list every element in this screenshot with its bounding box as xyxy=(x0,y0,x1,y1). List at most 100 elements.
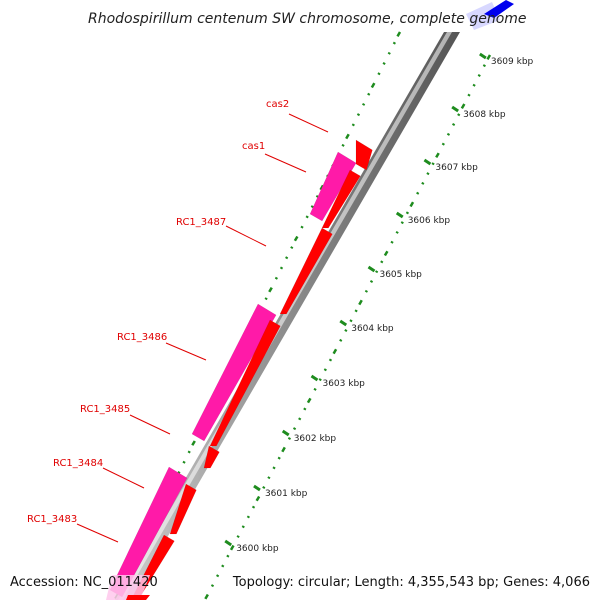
gene-rc1-3486-feature[interactable] xyxy=(191,303,277,442)
gene-label[interactable]: RC1_3486 xyxy=(117,332,167,343)
track-tick xyxy=(452,123,456,127)
track-tick xyxy=(358,299,363,306)
gene-label[interactable]: RC1_3485 xyxy=(80,404,130,415)
track-tick xyxy=(290,246,294,250)
track-tick xyxy=(351,123,355,127)
track-tick xyxy=(409,201,415,208)
scale-tick-label: 3608 kbp xyxy=(463,110,506,120)
track-tick xyxy=(341,143,345,147)
gene-rc1-3487-upper-feature[interactable] xyxy=(321,169,361,229)
track-tick xyxy=(383,250,389,257)
track-tick xyxy=(380,260,384,264)
scale-tick-label: 3601 kbp xyxy=(265,489,308,499)
top-feature-block xyxy=(466,0,514,30)
track-tick xyxy=(221,564,225,568)
gene-label-leader xyxy=(225,225,267,247)
gene-labels: cas2 cas1 RC1_3487 RC1_3486 RC1_3485 RC1_3484… xyxy=(27,99,329,543)
track-tick xyxy=(277,456,281,460)
track-tick xyxy=(472,83,476,87)
track-tick xyxy=(416,191,420,195)
gene-label-leader xyxy=(102,467,145,489)
track-tick xyxy=(300,225,304,229)
track-tick xyxy=(293,235,299,242)
gene-label-leader xyxy=(129,414,171,435)
track-tick xyxy=(262,486,266,489)
track-tick xyxy=(305,215,309,219)
track-tick xyxy=(390,240,394,244)
track-tick xyxy=(460,103,466,110)
track-tick xyxy=(210,584,215,588)
track-tick xyxy=(392,41,396,45)
scale-tick-label: 3600 kbp xyxy=(236,544,279,554)
track-tick xyxy=(396,31,402,37)
gene-label[interactable]: cas2 xyxy=(266,99,289,110)
gene-label[interactable]: cas1 xyxy=(242,141,265,152)
track-tick xyxy=(435,152,440,159)
track-tick xyxy=(387,51,391,55)
track-tick xyxy=(356,113,361,117)
map-title: Rhodospirillum centenum SW chromosome, c… xyxy=(88,11,527,27)
scale-tick-label: 3603 kbp xyxy=(322,379,365,389)
track-tick xyxy=(267,476,271,480)
bottom-feature-block xyxy=(106,575,150,600)
track-tick xyxy=(292,427,297,431)
track-tick xyxy=(255,495,261,502)
track-tick xyxy=(246,515,250,519)
track-tick xyxy=(477,73,481,77)
gene-rc1-3486b-feature[interactable] xyxy=(209,319,281,447)
track-tick xyxy=(287,436,292,440)
track-tick xyxy=(395,230,399,234)
scale-tick-mark xyxy=(423,158,432,166)
scale-tick-label: 3605 kbp xyxy=(379,270,422,280)
scale-tick-label: 3604 kbp xyxy=(351,324,394,334)
scale-tick-mark xyxy=(253,484,261,492)
scale-tick-mark xyxy=(479,52,487,60)
gene-label[interactable]: RC1_3484 xyxy=(53,458,103,469)
track-tick xyxy=(426,172,430,176)
track-tick xyxy=(264,297,268,301)
track-tick xyxy=(313,387,317,391)
track-tick xyxy=(345,133,350,140)
gene-label-leader xyxy=(288,113,329,133)
track-tick xyxy=(191,440,196,446)
backbone-highlight xyxy=(118,32,452,600)
track-tick xyxy=(441,142,445,146)
gene-cas2-feature[interactable] xyxy=(355,139,373,171)
track-tick xyxy=(323,368,327,372)
gene-label[interactable]: RC1_3487 xyxy=(176,217,226,228)
track-tick xyxy=(226,554,230,558)
track-tick xyxy=(405,211,410,215)
gene-rc1-3485-feature[interactable] xyxy=(203,445,220,469)
track-tick xyxy=(274,276,278,280)
gene-label-leader xyxy=(264,153,307,173)
track-tick xyxy=(339,338,343,342)
scale-tick-mark xyxy=(224,539,233,547)
track-tick xyxy=(344,329,348,333)
gene-rc1-3484b-feature[interactable] xyxy=(169,483,197,535)
track-tick xyxy=(187,450,191,454)
gene-features xyxy=(109,139,373,600)
scale-tick-label: 3609 kbp xyxy=(491,57,534,67)
scale-tick-label: 3606 kbp xyxy=(408,216,451,226)
track-tick xyxy=(431,162,435,166)
track-tick xyxy=(349,319,353,323)
track-tick xyxy=(204,593,209,600)
track-tick xyxy=(377,72,381,76)
track-tick xyxy=(354,309,358,313)
track-tick xyxy=(310,205,314,209)
track-tick xyxy=(400,221,404,225)
scale-labels: 3600 kbp 3601 kbp 3602 kbp 3603 kbp 3604 kbp… xyxy=(224,52,534,554)
gene-label[interactable]: RC1_3483 xyxy=(27,514,77,525)
gene-rc1-3487-feature[interactable] xyxy=(279,227,333,315)
track-tick xyxy=(375,270,379,274)
track-tick xyxy=(272,466,276,470)
track-tick xyxy=(241,525,245,529)
accession-text: Accession: NC_011420 xyxy=(10,575,158,590)
track-tick xyxy=(216,574,220,578)
track-tick xyxy=(315,194,320,198)
track-tick xyxy=(298,417,302,421)
track-tick xyxy=(236,535,240,539)
scale-tick-mark xyxy=(451,105,459,113)
gene-cas1-feature[interactable] xyxy=(309,151,357,222)
